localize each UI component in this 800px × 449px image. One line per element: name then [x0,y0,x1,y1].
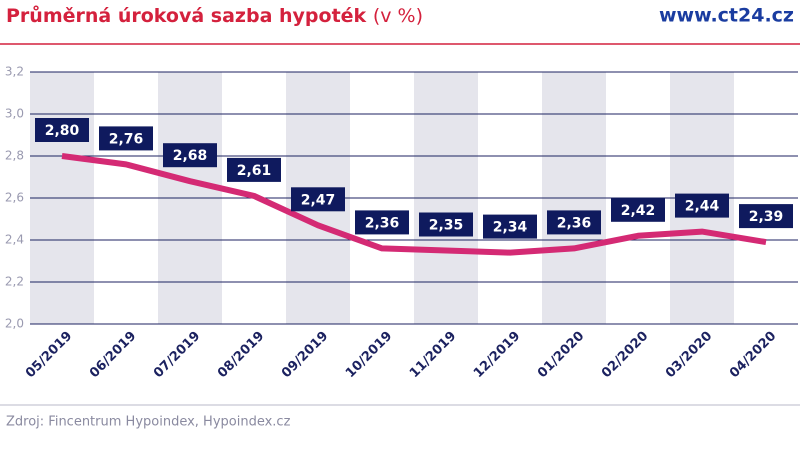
value-label: 2,44 [685,199,720,215]
value-label-box [355,210,409,235]
value-label: 2,61 [237,163,272,179]
y-tick-label: 3,0 [5,107,24,121]
value-label-box [99,126,153,151]
value-label-box [35,118,89,142]
value-label: 2,47 [301,192,336,208]
y-tick-label: 2,4 [5,233,24,247]
value-label: 2,34 [493,220,528,236]
value-label: 2,35 [429,218,464,234]
value-label-box [675,193,729,218]
brand: www.ct24.cz [659,5,794,27]
value-label-box [163,143,217,168]
y-tick-label: 2,2 [5,275,24,289]
value-label: 2,36 [557,215,592,231]
value-label-box [739,204,793,229]
title-main: Průměrná úroková sazba hypoték [6,4,367,27]
value-label: 2,42 [621,203,656,219]
y-tick-label: 2,8 [5,149,24,163]
value-label-box [291,187,345,212]
value-label-box [483,214,537,239]
source: Zdroj: Fincentrum Hypoindex, Hypoindex.c… [6,415,291,430]
value-label: 2,36 [365,215,400,231]
y-tick-label: 3,2 [5,65,24,79]
value-label-box [547,210,601,235]
value-label-box [227,157,281,182]
title-unit: (v %) [373,5,423,27]
value-label-box [611,197,665,222]
value-label: 2,68 [173,148,208,164]
value-label-box [419,212,473,237]
y-tick-label: 2,0 [5,317,24,331]
value-label: 2,39 [749,209,784,225]
value-label: 2,80 [45,123,80,139]
line [61,153,767,256]
value-label: 2,76 [109,131,144,147]
y-tick-label: 2,6 [5,191,24,205]
chart-title: Průměrná úroková sazba hypoték (v %) [6,4,423,27]
